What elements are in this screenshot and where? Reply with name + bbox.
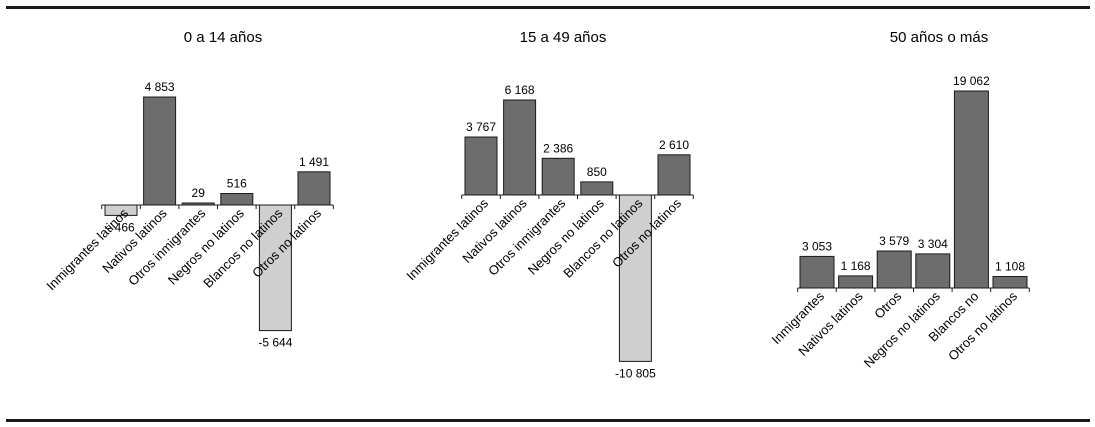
bar: [143, 96, 177, 206]
data-label: 29: [192, 186, 206, 200]
data-label: -10 805: [615, 366, 656, 380]
top-rule: [6, 6, 1090, 9]
chart-title: 50 años o más: [890, 29, 988, 46]
bar: [618, 194, 652, 362]
bar: [799, 255, 835, 289]
data-label: 1 491: [299, 155, 329, 169]
bar: [464, 136, 498, 196]
bar: [297, 171, 331, 206]
data-label: 850: [587, 165, 607, 179]
bar: [220, 193, 254, 206]
data-label: 3 579: [879, 234, 909, 248]
bottom-rule: [6, 419, 1090, 422]
bar: [580, 181, 614, 196]
bar: [258, 204, 292, 332]
data-label: 4 853: [145, 80, 175, 94]
bar: [992, 276, 1028, 289]
bar: [876, 250, 912, 289]
category-label: Otros: [871, 288, 904, 321]
chart-panel-2: 15 a 49 años 3 767 6 168 2 386 850 -10 805 2 6…: [403, 29, 694, 380]
data-label: 6 168: [505, 83, 535, 97]
bar: [503, 99, 537, 196]
data-label: 2 610: [659, 138, 689, 152]
chart-title: 15 a 49 años: [520, 29, 607, 46]
data-label: 516: [227, 177, 247, 191]
chart-panel-3: 50 años o más 3 053 1 168 3 579 3 304 19 062 1…: [768, 29, 1030, 371]
data-label: -5 644: [258, 336, 292, 350]
data-label: - 466: [107, 220, 135, 234]
category-label: Otros no latinos: [945, 288, 1020, 363]
data-label: 3 304: [918, 237, 948, 251]
data-label: 3 053: [802, 239, 832, 253]
data-label: 19 062: [953, 74, 990, 88]
chart-title: 0 a 14 años: [184, 29, 262, 46]
bar: [953, 90, 989, 289]
data-label: 1 108: [995, 260, 1025, 274]
data-label: 1 168: [841, 259, 871, 273]
bar: [915, 253, 951, 289]
bar: [838, 275, 874, 289]
data-label: 2 386: [543, 141, 573, 155]
data-label: 3 767: [466, 120, 496, 134]
bar: [657, 154, 691, 196]
bar: [541, 157, 575, 196]
